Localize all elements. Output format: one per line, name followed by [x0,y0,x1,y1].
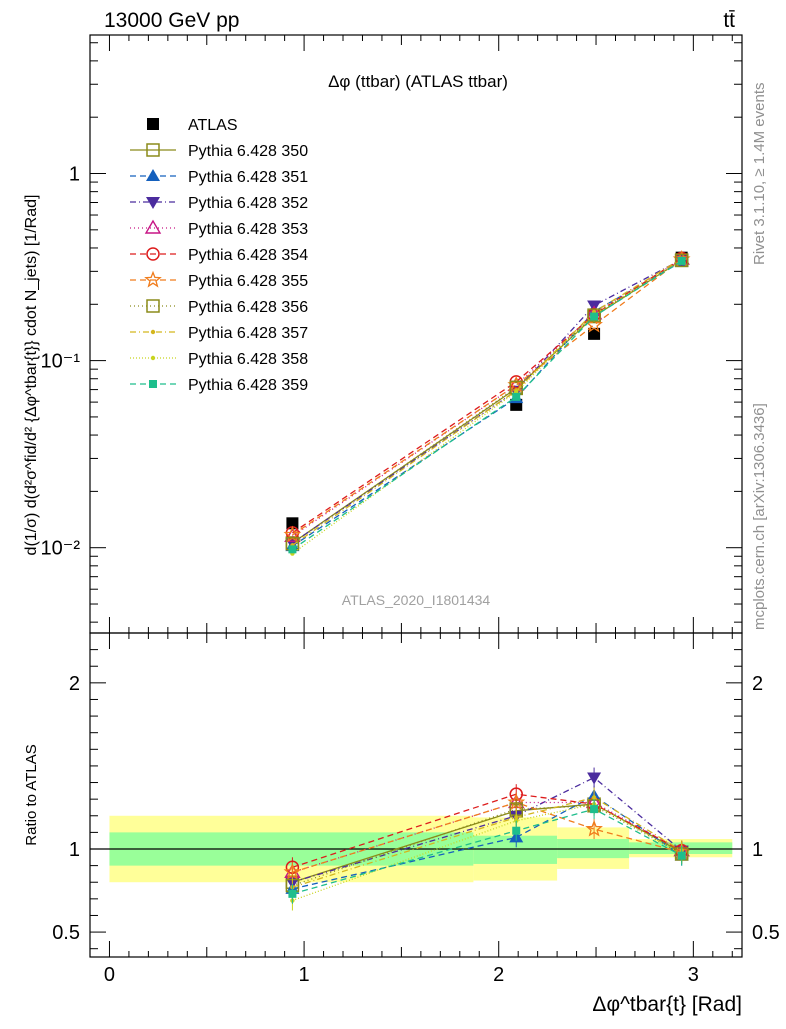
legend-entry-pythia-6-428-351: Pythia 6.428 351 [130,169,308,186]
legend-entry-pythia-6-428-353: Pythia 6.428 353 [130,219,308,238]
legend-label: Pythia 6.428 355 [188,273,308,290]
ratio-point-pythia-6-428-359 [288,889,297,898]
legend-entry-pythia-6-428-358: Pythia 6.428 358 [130,351,308,368]
legend-marker [146,169,160,181]
ratio-point-pythia-6-428-355 [283,863,302,880]
legend-label: Pythia 6.428 350 [188,143,308,160]
legend-marker [146,143,160,157]
legend-marker [149,380,157,388]
data-point-pythia-6-428-359 [288,545,297,554]
series-line-pythia-6-428-357 [292,258,683,546]
legend-label: Pythia 6.428 359 [188,377,308,394]
legend-entry-pythia-6-428-354: Pythia 6.428 354 [130,247,308,264]
series-line-pythia-6-428-355 [292,258,683,536]
ratio-line-pythia-6-428-355 [292,801,682,873]
ratio-line-pythia-6-428-352 [292,776,683,883]
main-y-axis-label: d(1/σ) d(d²σ^fid/d² {Δφ^tbar{t}} cdot N_… [23,195,40,556]
legend-entry-pythia-6-428-356: Pythia 6.428 356 [130,299,308,316]
data-point-pythia-6-428-356 [674,253,689,268]
series-pythia-6-428-359 [288,256,686,554]
ratio-point-pythia-6-428-355 [585,819,603,837]
ratio-axes: 0 1 2 3 0.5 0.5 1 1 2 2 [52,632,780,986]
x-tick-label: 3 [688,964,699,986]
ratio-point-pythia-6-428-359 [512,826,521,835]
ratio-y-tick-label: 0.5 [52,922,80,944]
x-tick-label: 0 [104,964,115,986]
ratio-line-pythia-6-428-356 [292,805,683,887]
ratio-y-tick-label: 2 [69,673,80,695]
header-process-label: tt̄ [723,9,735,32]
main-y-tick-label: 10⁻² [41,538,81,560]
legend-label: Pythia 6.428 358 [188,351,308,368]
legend-marker [144,270,162,288]
ratio-y-tick-label-right: 0.5 [752,922,780,944]
ratio-series-pythia-6-428-359 [288,799,686,904]
ratio-y-tick-label-right: 1 [752,839,763,861]
legend-marker [146,247,160,261]
legend-label: ATLAS [188,117,238,134]
data-point-pythia-6-428-359 [677,256,686,265]
data-point-pythia-6-428-356 [587,308,601,322]
ratio-line-pythia-6-428-359 [292,808,683,895]
legend-marker [147,118,159,130]
rivet-version-label: Rivet 3.1.10, ≥ 1.4M events [751,83,768,266]
series-line-pythia-6-428-354 [292,257,683,534]
legend-label: Pythia 6.428 357 [188,325,308,342]
legend-entry-pythia-6-428-357: Pythia 6.428 357 [130,325,308,342]
legend-entry-atlas: ATLAS [147,117,238,134]
legend-entry-pythia-6-428-359: Pythia 6.428 359 [130,377,308,394]
legend-label: Pythia 6.428 353 [188,221,308,238]
ratio-line-pythia-6-428-357 [292,796,683,888]
main-y-tick-label: 10⁻¹ [41,351,81,373]
ratio-line-pythia-6-428-354 [292,793,683,868]
analysis-watermark: ATLAS_2020_I1801434 [342,592,491,608]
ratio-y-axis-label: Ratio to ATLAS [23,744,40,845]
data-point-atlas [286,517,299,530]
legend-label: Pythia 6.428 352 [188,195,308,212]
ratio-y-tick-label-right: 2 [752,673,763,695]
ratio-point-pythia-6-428-359 [590,805,599,814]
legend-label: Pythia 6.428 354 [188,247,308,264]
legend-entry-pythia-6-428-352: Pythia 6.428 352 [130,195,308,212]
data-point-pythia-6-428-359 [512,392,521,401]
legend: ATLAS Pythia 6.428 350 Pythia 6.428 351 Pyt… [130,117,308,394]
main-y-tick-label: 1 [69,164,80,186]
mcplots-label: mcplots.cern.ch [arXiv:1306.3436] [751,403,768,630]
data-point-pythia-6-428-359 [590,312,599,321]
legend-marker [146,197,160,209]
series-line-pythia-6-428-359 [292,260,683,550]
x-axis-label: Δφ^tbar{t} [Rad] [592,993,742,1016]
x-tick-label: 1 [299,964,310,986]
legend-entry-pythia-6-428-355: Pythia 6.428 355 [130,270,308,290]
legend-marker [144,219,162,234]
legend-label: Pythia 6.428 356 [188,299,308,316]
main-series-layer [283,249,691,556]
header-energy-label: 13000 GeV pp [104,9,239,32]
ratio-y-tick-label: 1 [69,839,80,861]
ratio-point-pythia-6-428-359 [677,851,686,860]
legend-marker [150,355,156,361]
main-chart-title: Δφ (ttbar) (ATLAS ttbar) [328,72,508,91]
legend-label: Pythia 6.428 351 [188,169,308,186]
ratio-series-layer [283,767,691,911]
legend-marker [150,329,156,335]
series-line-pythia-6-428-356 [292,259,683,545]
ratio-point-pythia-6-428-352 [587,772,602,785]
ratio-frame [89,632,743,958]
x-tick-label: 2 [493,964,504,986]
legend-entry-pythia-6-428-350: Pythia 6.428 350 [130,143,308,160]
legend-marker [146,299,160,313]
ratio-line-pythia-6-428-351 [292,795,683,890]
